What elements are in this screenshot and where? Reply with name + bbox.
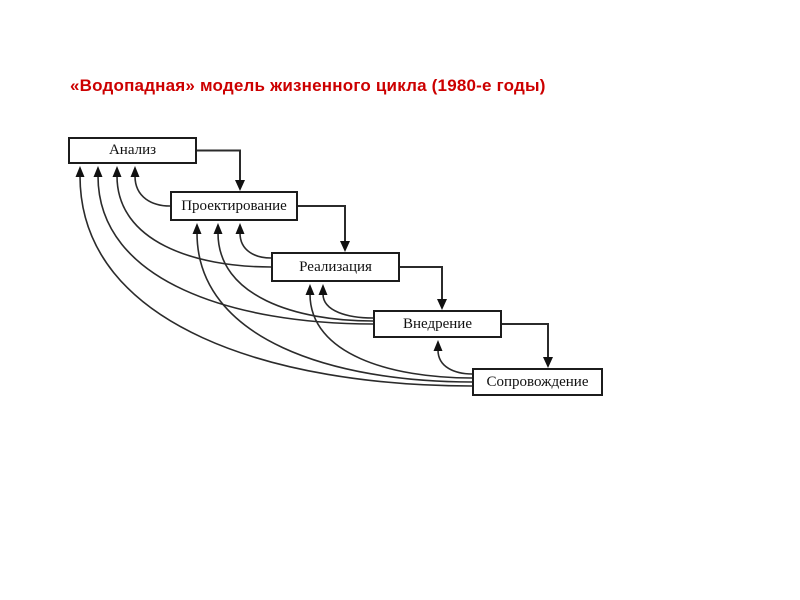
feedback-connector-line	[437, 349, 473, 375]
feedback-connector-line	[196, 232, 473, 383]
feedback-connector-arrowhead	[130, 166, 140, 177]
forward-connector-arrowhead	[340, 241, 350, 252]
forward-connector-arrowhead	[437, 299, 447, 310]
feedback-connector-line	[134, 175, 171, 207]
feedback-connector-line	[116, 175, 272, 268]
stage-label-deployment: Внедрение	[403, 315, 472, 332]
feedback-connector-arrowhead	[112, 166, 122, 177]
feedback-connector-arrowhead	[192, 223, 202, 234]
forward-connector-line	[400, 266, 443, 301]
stage-label-design: Проектирование	[181, 197, 287, 214]
feedback-connector-arrowhead	[93, 166, 103, 177]
feedback-connector-arrowhead	[235, 223, 245, 234]
forward-connector-line	[298, 205, 346, 243]
feedback-connector-arrowhead	[213, 223, 223, 234]
stage-box-maintenance: Сопровождение	[472, 368, 603, 396]
feedback-connector-arrowhead	[75, 166, 85, 177]
stage-box-deployment: Внедрение	[373, 310, 502, 338]
forward-connector-line	[502, 323, 549, 359]
stage-box-implementation: Реализация	[271, 252, 400, 282]
stage-label-analysis: Анализ	[108, 142, 157, 158]
forward-connector-arrowhead	[543, 357, 553, 368]
stage-box-analysis: Анализ	[68, 137, 197, 164]
stage-label-maintenance: Сопровождение	[486, 373, 589, 390]
feedback-connector-arrowhead	[318, 284, 328, 295]
forward-connector-line	[197, 149, 241, 182]
feedback-connector-line	[309, 293, 473, 379]
stage-label-implementation: Реализация	[299, 258, 372, 275]
forward-connector-arrowhead	[235, 180, 245, 191]
feedback-connector-line	[97, 175, 374, 325]
feedback-connector-arrowhead	[305, 284, 315, 295]
feedback-connector-line	[322, 293, 374, 319]
feedback-connector-line	[79, 175, 473, 387]
feedback-connector-line	[239, 232, 272, 259]
feedback-connector-arrowhead	[433, 340, 443, 351]
feedback-connector-line	[217, 232, 374, 322]
stage-box-design: Проектирование	[170, 191, 298, 221]
slide-title: «Водопадная» модель жизненного цикла (19…	[70, 76, 546, 95]
